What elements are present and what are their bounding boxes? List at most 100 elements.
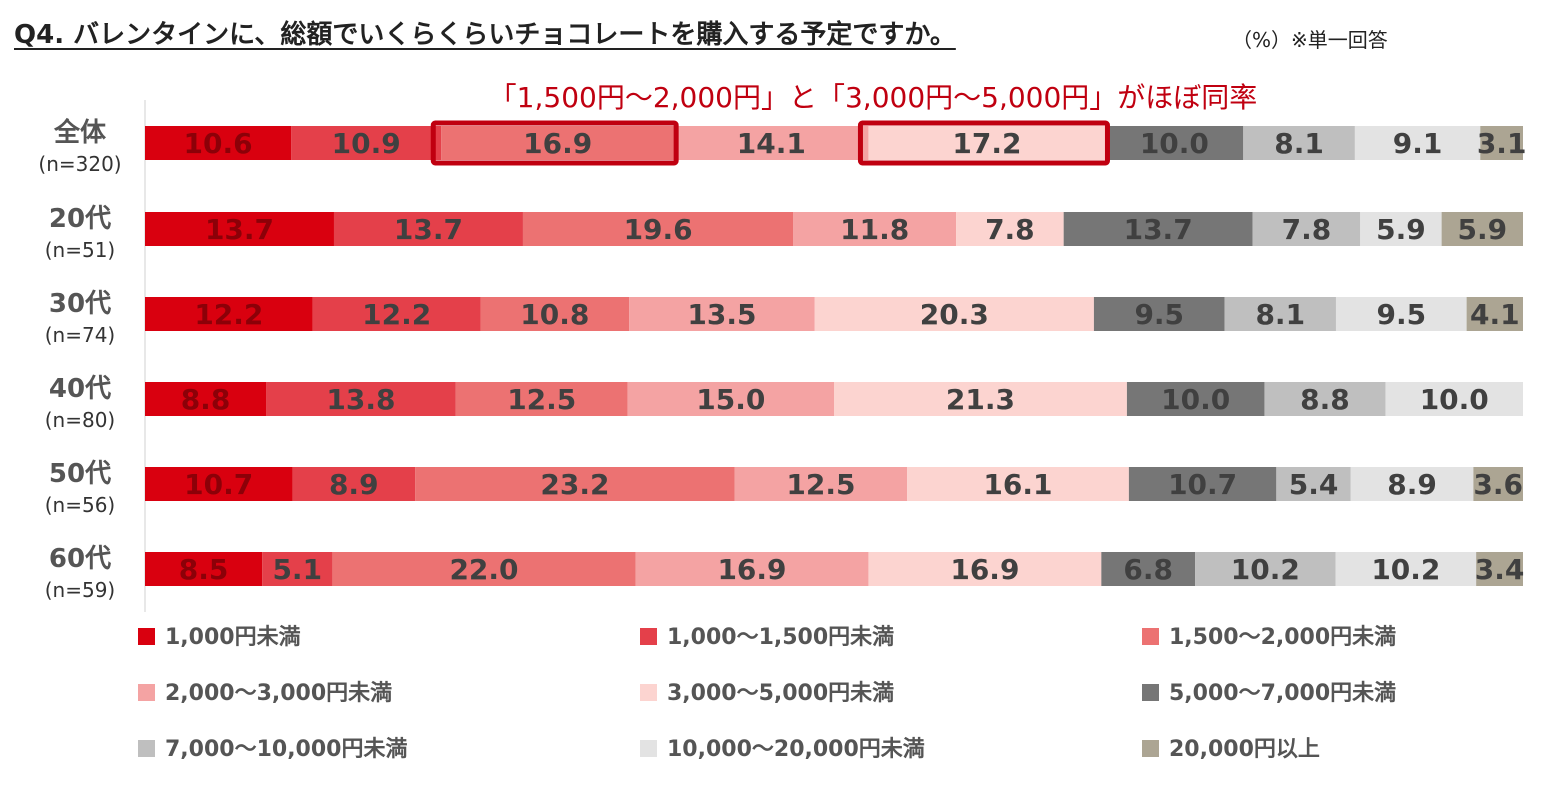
category-n-label: (n=56) [45,493,116,517]
data-label: 10.0 [1161,383,1230,416]
category-label: 20代 [49,204,111,234]
data-label: 10.0 [1420,383,1489,416]
bar-segment [312,297,481,331]
bar-segment [1126,382,1265,416]
data-label: 12.2 [362,298,431,331]
data-label: 16.9 [523,127,592,160]
data-label: 23.2 [540,468,609,501]
data-label: 6.8 [1123,553,1173,586]
bar-segment [1335,297,1467,331]
bar-segment [627,382,834,416]
bar-segment [1335,552,1477,586]
bar-segment [145,126,292,160]
bar-segment [956,212,1064,246]
highlight-box [857,120,1110,166]
bar-segment [1354,126,1481,160]
bar-segment [868,552,1102,586]
bar-segment [1128,467,1277,501]
bar-segment [1360,212,1442,246]
data-label: 16.9 [717,553,786,586]
data-label: 21.3 [946,383,1015,416]
legend-swatch [640,628,657,645]
legend-label: 1,500～2,000円未満 [1169,624,1396,650]
highlight-box [430,120,679,166]
data-label: 16.9 [950,553,1019,586]
data-label: 19.6 [624,213,693,246]
category-n-label: (n=74) [45,323,116,347]
data-label: 3.4 [1475,553,1525,586]
bar-segment [441,126,675,160]
bar-segment [734,467,908,501]
data-label: 10.8 [520,298,589,331]
bar-segment [145,467,293,501]
data-label: 8.8 [1300,383,1350,416]
legend-swatch [138,740,155,757]
legend-label: 5,000～7,000円未満 [1169,680,1396,706]
bar-segment [1385,382,1523,416]
legend-swatch [1142,740,1159,757]
data-label: 10.0 [1140,127,1209,160]
data-label: 8.1 [1255,298,1305,331]
bar-segment [814,297,1094,331]
data-label: 15.0 [696,383,765,416]
bar-segment [1101,552,1196,586]
legend-label: 1,000円未満 [165,624,301,650]
data-label: 10.9 [332,127,401,160]
data-label: 12.2 [194,298,263,331]
bar-segment [635,552,869,586]
data-label: 5.9 [1376,213,1426,246]
data-label: 10.7 [184,468,253,501]
bar-segment [1224,297,1336,331]
bar-segment [1105,126,1244,160]
bar-segment [145,382,267,416]
data-label: 9.5 [1134,298,1184,331]
category-label: 30代 [49,289,111,319]
data-label: 5.9 [1458,213,1508,246]
bar-segment [522,212,794,246]
bar-segment [1476,552,1523,586]
bar-segment [674,126,869,160]
data-label: 9.1 [1393,127,1443,160]
bar-segment [292,467,416,501]
bar-segment [1264,382,1386,416]
legend-swatch [1142,628,1159,645]
data-label: 13.7 [205,213,274,246]
data-label: 10.2 [1371,553,1440,586]
category-label: 全体 [53,117,107,148]
bar-segment [1093,297,1225,331]
legend-label: 10,000～20,000円未満 [667,736,925,762]
data-label: 16.1 [983,468,1052,501]
data-label: 5.4 [1289,468,1339,501]
category-label: 50代 [49,459,111,489]
category-n-label: (n=320) [38,152,121,176]
data-label: 13.8 [326,383,395,416]
bar-segment [145,297,313,331]
data-label: 10.6 [183,127,252,160]
bar-segment [1466,297,1523,331]
data-label: 11.8 [840,213,909,246]
annotation-text: 「1,500円～2,000円」と「3,000円～5,000円」がほぼ同率 [489,81,1258,114]
data-label: 4.1 [1470,298,1520,331]
data-label: 12.5 [507,383,576,416]
data-label: 17.2 [952,127,1021,160]
data-label: 8.1 [1274,127,1324,160]
data-label: 7.8 [985,213,1035,246]
data-label: 8.9 [329,468,379,501]
category-n-label: (n=51) [45,238,116,262]
bar-segment [262,552,333,586]
bar-segment [793,212,957,246]
legend-swatch [640,740,657,757]
bar-segment [1252,212,1361,246]
data-label: 8.9 [1387,468,1437,501]
bar-segment [415,467,735,501]
bar-segment [266,382,456,416]
bar-segment [145,552,263,586]
data-label: 22.0 [449,553,518,586]
data-label: 5.1 [272,553,322,586]
bar-segment [333,212,523,246]
data-label: 12.5 [786,468,855,501]
chart-title: Q4. バレンタインに、総額でいくらくらいチョコレートを購入する予定ですか。 [14,20,956,50]
bar-segment [1441,212,1523,246]
data-label: 8.5 [179,553,229,586]
